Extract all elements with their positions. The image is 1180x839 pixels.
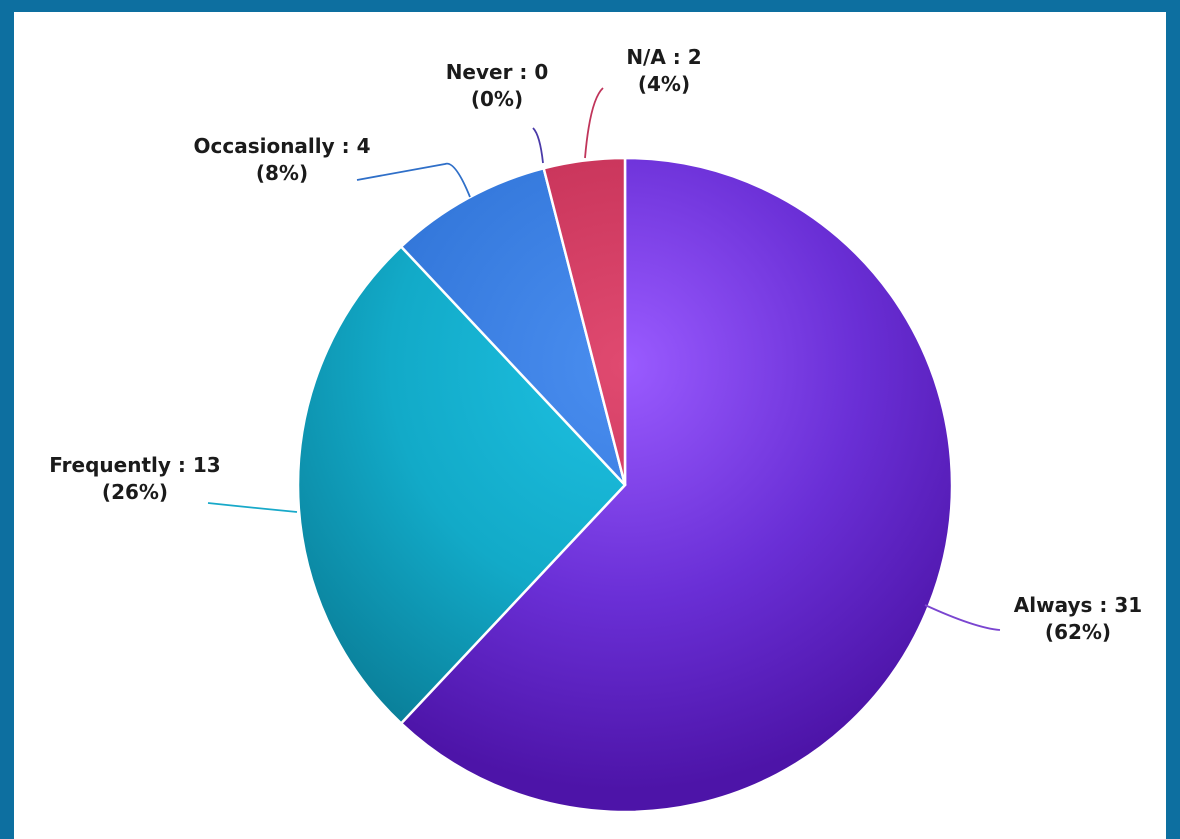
leader-line: [924, 604, 1001, 631]
slice-label-name-value: N/A : 2: [626, 45, 701, 69]
pie-slice-n-a: [542, 156, 627, 486]
slice-label-percent: (8%): [256, 161, 308, 185]
leader-line: [532, 127, 544, 164]
pie-slices: [296, 156, 954, 814]
pie-slice-frequently: [296, 244, 627, 726]
slice-label-name-value: Always : 31: [1014, 593, 1142, 617]
leader-line: [356, 162, 471, 198]
slice-label: N/A : 2 (4%): [626, 45, 701, 96]
slice-label-percent: (4%): [638, 72, 690, 96]
slice-label: Occasionally : 4 (8%): [193, 134, 370, 185]
pie-slice-occasionally: [399, 166, 627, 486]
slice-label-name-value: Never : 0: [446, 60, 549, 84]
leader-line: [584, 87, 604, 159]
slice-label-percent: (0%): [471, 87, 523, 111]
slice-label-percent: (26%): [102, 480, 168, 504]
slice-label-name-value: Occasionally : 4: [193, 134, 370, 158]
pie-slice-always: [399, 156, 954, 814]
slice-label: Always : 31 (62%): [1014, 593, 1142, 644]
slice-label-name-value: Frequently : 13: [49, 453, 220, 477]
leader-lines: [207, 87, 1001, 631]
leader-line: [207, 502, 298, 513]
slice-label: Never : 0 (0%): [446, 60, 549, 111]
slice-label: Frequently : 13 (26%): [49, 453, 220, 504]
slice-labels: Always : 31 (62%) Frequently : 13 (26%) Occa…: [49, 45, 1142, 644]
slice-label-percent: (62%): [1045, 620, 1111, 644]
